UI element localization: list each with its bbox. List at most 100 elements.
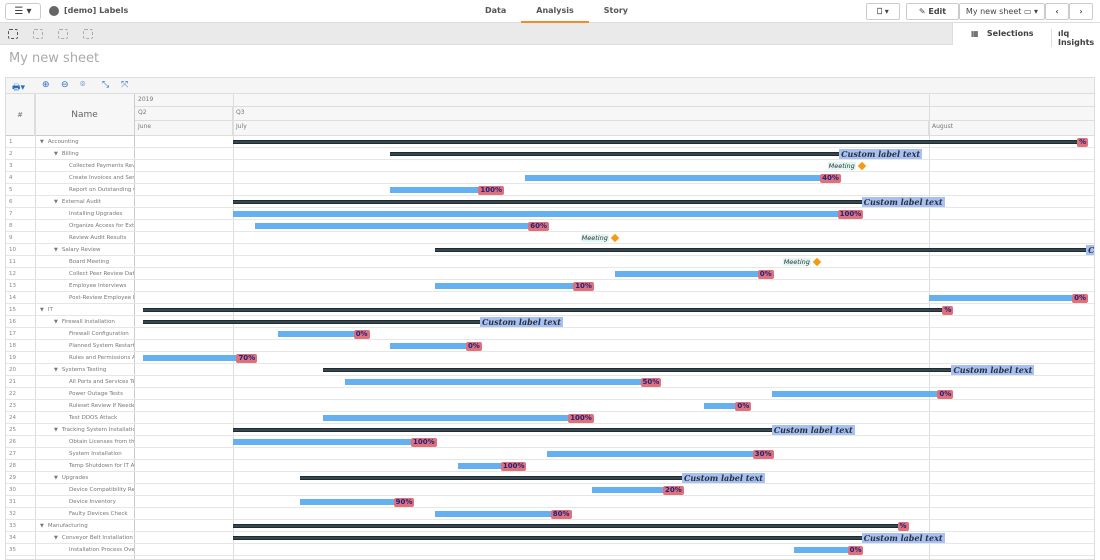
task-name[interactable]: System Installation — [69, 451, 134, 457]
task-bar[interactable] — [322, 415, 593, 421]
task-name[interactable]: Collected Payments Review — [69, 163, 134, 169]
summary-bar[interactable] — [390, 152, 840, 156]
task-bar[interactable] — [277, 331, 368, 337]
table-row[interactable]: 31 Device Inventory — [6, 496, 1094, 508]
task-bar[interactable] — [345, 379, 660, 385]
task-name[interactable]: Employee Interviews — [69, 283, 134, 289]
task-bar[interactable] — [390, 187, 503, 193]
table-row[interactable]: 35 Installation Process Overv — [6, 544, 1094, 556]
task-bar[interactable] — [524, 175, 840, 181]
table-row[interactable]: 21 All Ports and Services Test — [6, 376, 1094, 388]
summary-bar[interactable] — [233, 428, 772, 432]
tab-data[interactable]: Data — [485, 6, 507, 15]
summary-bar[interactable] — [233, 140, 1087, 144]
table-row[interactable]: 16 ▼ Firewall Installation — [6, 316, 1094, 328]
step-back-icon[interactable] — [33, 29, 43, 39]
table-row[interactable]: 15 ▼ IT — [6, 304, 1094, 316]
task-name[interactable]: ▼ IT — [40, 307, 134, 313]
menu-button[interactable]: ☰ ▾ — [5, 3, 41, 20]
table-row[interactable]: 22 Power Outage Tests — [6, 388, 1094, 400]
task-name[interactable]: ▼ Systems Testing — [54, 367, 134, 373]
expand-toggle-icon[interactable]: ▼ — [54, 247, 58, 253]
task-name[interactable]: Collect Peer Review Data — [69, 271, 134, 277]
expand-toggle-icon[interactable]: ▼ — [54, 319, 58, 325]
expand-toggle-icon[interactable]: ▼ — [54, 427, 58, 433]
task-name[interactable]: ▼ Tracking System Installation — [54, 427, 134, 433]
task-name[interactable]: Device Compatibility Revie — [69, 487, 134, 493]
task-name[interactable]: All Ports and Services Test — [69, 379, 134, 385]
clear-selections-icon[interactable] — [83, 29, 93, 39]
summary-bar[interactable] — [233, 524, 907, 528]
task-bar[interactable] — [435, 283, 593, 289]
task-bar[interactable] — [233, 439, 436, 445]
table-row[interactable]: 13 Employee Interviews — [6, 280, 1094, 292]
table-row[interactable]: 28 Temp Shutdown for IT Aud — [6, 460, 1094, 472]
next-sheet-button[interactable]: › — [1069, 3, 1093, 20]
tab-story[interactable]: Story — [603, 6, 629, 15]
task-name[interactable]: Report on Outstanding Col — [69, 187, 134, 193]
task-bar[interactable] — [614, 271, 772, 277]
smart-search-icon[interactable] — [8, 29, 18, 39]
task-name[interactable]: Ruleset Review If Needed — [69, 403, 134, 409]
task-bar[interactable] — [143, 355, 256, 361]
task-bar[interactable] — [300, 499, 413, 505]
summary-bar[interactable] — [322, 368, 952, 372]
table-row[interactable]: 14 Post-Review Employee Inte — [6, 292, 1094, 304]
table-row[interactable]: 7 Installing Upgrades — [6, 208, 1094, 220]
task-name[interactable]: Create Invoices and Send I — [69, 175, 134, 181]
edit-button[interactable]: ✎ Edit — [906, 3, 959, 20]
table-row[interactable]: 17 Firewall Configuration — [6, 328, 1094, 340]
expand-toggle-icon[interactable]: ▼ — [54, 475, 58, 481]
collapse-all-icon[interactable]: ⤧ — [121, 80, 129, 90]
expand-toggle-icon[interactable]: ▼ — [54, 151, 58, 157]
table-row[interactable]: 10 ▼ Salary Review — [6, 244, 1094, 256]
table-row[interactable]: 9 Review Audit Results — [6, 232, 1094, 244]
expand-toggle-icon[interactable]: ▼ — [40, 523, 44, 529]
task-bar[interactable] — [704, 403, 750, 409]
task-name[interactable]: ▼ Conveyor Belt Installation — [54, 535, 134, 541]
sheet-selector[interactable]: My new sheet ▭ ▾ — [959, 3, 1045, 20]
task-name[interactable]: Device Inventory — [69, 499, 134, 505]
table-row[interactable]: 1 ▼ Accounting — [6, 136, 1094, 148]
table-row[interactable]: 12 Collect Peer Review Data — [6, 268, 1094, 280]
table-row[interactable]: 6 ▼ External Audit — [6, 196, 1094, 208]
task-name[interactable]: Faulty Devices Check — [69, 511, 134, 517]
table-row[interactable]: 33 ▼ Manufacturing — [6, 520, 1094, 532]
task-bar[interactable] — [390, 343, 480, 349]
table-row[interactable]: 34 ▼ Conveyor Belt Installation — [6, 532, 1094, 544]
table-row[interactable]: 11 Board Meeting — [6, 256, 1094, 268]
table-row[interactable]: 30 Device Compatibility Revie — [6, 484, 1094, 496]
task-bar[interactable] — [592, 487, 682, 493]
task-name[interactable]: Temp Shutdown for IT Aud — [69, 463, 134, 469]
step-forward-icon[interactable] — [58, 29, 68, 39]
summary-bar[interactable] — [435, 248, 1087, 252]
table-row[interactable]: 2 ▼ Billing — [6, 148, 1094, 160]
bookmark-button[interactable]: ⎕ ▾ — [866, 3, 900, 20]
fit-icon[interactable]: ⌾ — [80, 80, 86, 90]
table-row[interactable]: 19 Rules and Permissions Auc — [6, 352, 1094, 364]
table-row[interactable]: 4 Create Invoices and Send I — [6, 172, 1094, 184]
task-bar[interactable] — [771, 391, 952, 397]
selections-button[interactable]: ▦ Selections — [971, 29, 1034, 38]
expand-toggle-icon[interactable]: ▼ — [40, 307, 44, 313]
task-name[interactable]: ▼ Accounting — [40, 139, 134, 145]
table-row[interactable]: 8 Organize Access for Extern — [6, 220, 1094, 232]
print-icon[interactable]: 🖶▾ — [12, 83, 26, 93]
task-name[interactable]: Firewall Configuration — [69, 331, 134, 337]
task-name[interactable]: ▼ Billing — [54, 151, 134, 157]
summary-bar[interactable] — [233, 536, 862, 540]
task-name[interactable]: Organize Access for Extern — [69, 223, 134, 229]
summary-bar[interactable] — [300, 476, 682, 480]
task-name[interactable]: Installing Upgrades — [69, 211, 134, 217]
task-bar[interactable] — [435, 511, 570, 517]
tab-analysis[interactable]: Analysis — [521, 0, 589, 23]
previous-sheet-button[interactable]: ‹ — [1045, 3, 1069, 20]
table-row[interactable]: 32 Faulty Devices Check — [6, 508, 1094, 520]
task-name[interactable]: Test DDOS Attack — [69, 415, 134, 421]
expand-all-icon[interactable]: ⤡ — [102, 80, 110, 90]
zoom-in-icon[interactable]: ⊕ — [42, 80, 50, 90]
table-row[interactable]: 3 Collected Payments Review — [6, 160, 1094, 172]
table-row[interactable]: 20 ▼ Systems Testing — [6, 364, 1094, 376]
summary-bar[interactable] — [233, 200, 862, 204]
task-bar[interactable] — [547, 451, 772, 457]
